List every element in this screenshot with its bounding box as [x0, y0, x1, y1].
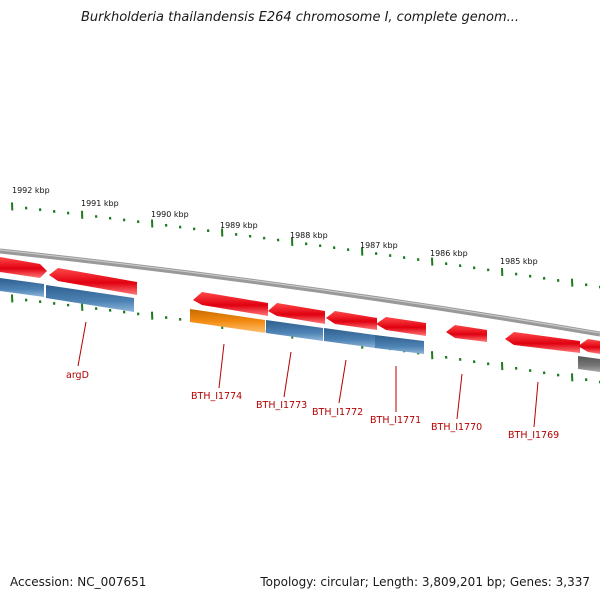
- gene-arrow-forward[interactable]: [49, 268, 137, 295]
- forward-strand-genes: [0, 257, 600, 354]
- tick-label: 1989 kbp: [220, 221, 258, 230]
- gene-label-bth-i1771[interactable]: BTH_I1771: [370, 415, 421, 426]
- reverse-strand-genes: [0, 278, 600, 372]
- leader-line: [456, 373, 463, 420]
- gene-arrow-forward[interactable]: [326, 311, 377, 330]
- gene-arrow-forward[interactable]: [0, 257, 47, 278]
- tick-label: 1985 kbp: [500, 257, 538, 266]
- gene-label-bth-i1773[interactable]: BTH_I1773: [256, 400, 307, 411]
- gene-arrow-reverse-gray[interactable]: [578, 356, 600, 372]
- gene-label-bth-i1774[interactable]: BTH_I1774: [191, 391, 242, 402]
- leader-line: [533, 381, 539, 428]
- leader-line: [218, 343, 225, 389]
- gene-arrow-reverse[interactable]: [375, 335, 424, 354]
- accession-text: Accession: NC_007651: [10, 575, 147, 589]
- tick-label: 1991 kbp: [81, 199, 119, 208]
- gene-label-bth-i1770[interactable]: BTH_I1770: [431, 422, 482, 433]
- outer-tick-ring: [11, 202, 600, 289]
- map-title: Burkholderia thailandensis E264 chromoso…: [80, 10, 520, 25]
- tick-label: 1990 kbp: [151, 210, 189, 219]
- gene-arrow-forward[interactable]: [193, 292, 268, 316]
- gene-arrow-forward[interactable]: [505, 332, 580, 353]
- gene-arrow-forward[interactable]: [376, 317, 426, 336]
- tick-label: 1992 kbp: [12, 186, 50, 195]
- tick-label: 1987 kbp: [360, 241, 398, 250]
- genome-stats-text: Topology: circular; Length: 3,809,201 bp…: [260, 575, 590, 589]
- tick-labels: 1992 kbp 1991 kbp 1990 kbp 1989 kbp 1988…: [12, 186, 538, 266]
- gene-arrow-reverse[interactable]: [266, 320, 323, 341]
- gene-arrow-reverse[interactable]: [46, 285, 134, 312]
- gene-arrow-forward[interactable]: [446, 325, 487, 342]
- gene-arrow-reverse[interactable]: [324, 328, 375, 348]
- leader-line: [283, 351, 292, 398]
- gene-label-argd[interactable]: argD: [66, 370, 89, 381]
- gene-arrow-forward[interactable]: [578, 339, 600, 354]
- gene-arrow-forward[interactable]: [268, 303, 325, 324]
- gene-arrow-reverse[interactable]: [0, 278, 44, 297]
- tick-label: 1988 kbp: [290, 231, 328, 240]
- gene-label-bth-i1769[interactable]: BTH_I1769: [508, 430, 559, 441]
- gene-label-bth-i1772[interactable]: BTH_I1772: [312, 407, 363, 418]
- gene-arrow-reverse-highlighted[interactable]: [190, 309, 265, 333]
- gene-label-leaders: [77, 321, 539, 428]
- leader-line: [338, 359, 347, 404]
- gene-labels: argD BTH_I1774 BTH_I1773 BTH_I1772 BTH_I…: [66, 370, 559, 441]
- genome-backbone-highlight: [0, 249, 600, 334]
- genome-backbone: [0, 248, 600, 337]
- leader-line: [77, 321, 87, 367]
- tick-label: 1986 kbp: [430, 249, 468, 258]
